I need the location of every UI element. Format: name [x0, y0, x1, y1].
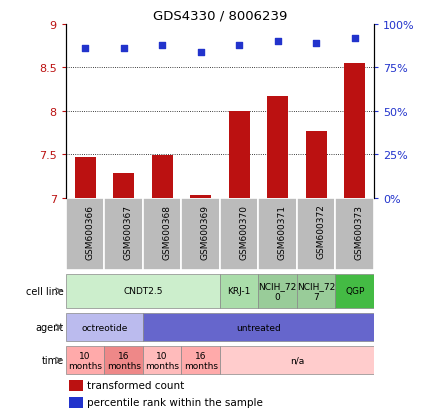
Text: time: time: [42, 355, 64, 366]
Point: [313, 40, 320, 47]
Text: transformed count: transformed count: [88, 380, 185, 390]
Text: GSM600367: GSM600367: [124, 204, 133, 259]
Bar: [181, 346, 220, 375]
Text: 10
months: 10 months: [145, 351, 179, 370]
Text: CNDT2.5: CNDT2.5: [123, 287, 163, 296]
Text: GSM600366: GSM600366: [85, 204, 94, 259]
Bar: [143, 313, 374, 342]
Text: GSM600370: GSM600370: [239, 204, 248, 259]
Bar: [66, 198, 105, 271]
Bar: [69, 397, 83, 408]
Bar: [258, 274, 297, 308]
Text: n/a: n/a: [290, 356, 304, 365]
Text: NCIH_72
0: NCIH_72 0: [258, 282, 297, 301]
Text: NCIH_72
7: NCIH_72 7: [297, 282, 335, 301]
Text: cell line: cell line: [26, 286, 64, 296]
Text: QGP: QGP: [345, 287, 364, 296]
Text: GSM600369: GSM600369: [201, 204, 210, 259]
Text: octreotide: octreotide: [81, 323, 128, 332]
Bar: [229, 112, 250, 198]
Bar: [105, 346, 143, 375]
Bar: [220, 346, 374, 375]
Point: [82, 46, 88, 52]
Bar: [220, 198, 258, 271]
Text: 16
months: 16 months: [107, 351, 141, 370]
Bar: [267, 97, 288, 198]
Text: GSM600368: GSM600368: [162, 204, 171, 259]
Text: GSM600372: GSM600372: [316, 204, 325, 259]
Point: [236, 42, 243, 49]
Bar: [143, 198, 181, 271]
Bar: [335, 198, 374, 271]
Text: KRJ-1: KRJ-1: [227, 287, 251, 296]
Bar: [344, 64, 366, 198]
Bar: [220, 274, 258, 308]
Text: GSM600371: GSM600371: [278, 204, 287, 259]
Bar: [105, 198, 143, 271]
Text: untreated: untreated: [236, 323, 281, 332]
Bar: [152, 156, 173, 198]
Text: percentile rank within the sample: percentile rank within the sample: [88, 397, 264, 407]
Title: GDS4330 / 8006239: GDS4330 / 8006239: [153, 9, 287, 22]
Bar: [297, 198, 335, 271]
Bar: [66, 313, 143, 342]
Bar: [113, 174, 134, 198]
Bar: [66, 274, 220, 308]
Bar: [143, 346, 181, 375]
Text: 16
months: 16 months: [184, 351, 218, 370]
Bar: [335, 274, 374, 308]
Text: agent: agent: [36, 322, 64, 332]
Bar: [74, 157, 96, 198]
Text: 10
months: 10 months: [68, 351, 102, 370]
Point: [120, 46, 127, 52]
Point: [351, 36, 358, 42]
Point: [197, 49, 204, 56]
Bar: [297, 274, 335, 308]
Bar: [306, 131, 327, 198]
Bar: [190, 196, 211, 198]
Text: GSM600373: GSM600373: [355, 204, 364, 259]
Bar: [258, 198, 297, 271]
Point: [274, 39, 281, 45]
Point: [159, 42, 166, 49]
Bar: [181, 198, 220, 271]
Bar: [66, 346, 105, 375]
Bar: [69, 380, 83, 391]
